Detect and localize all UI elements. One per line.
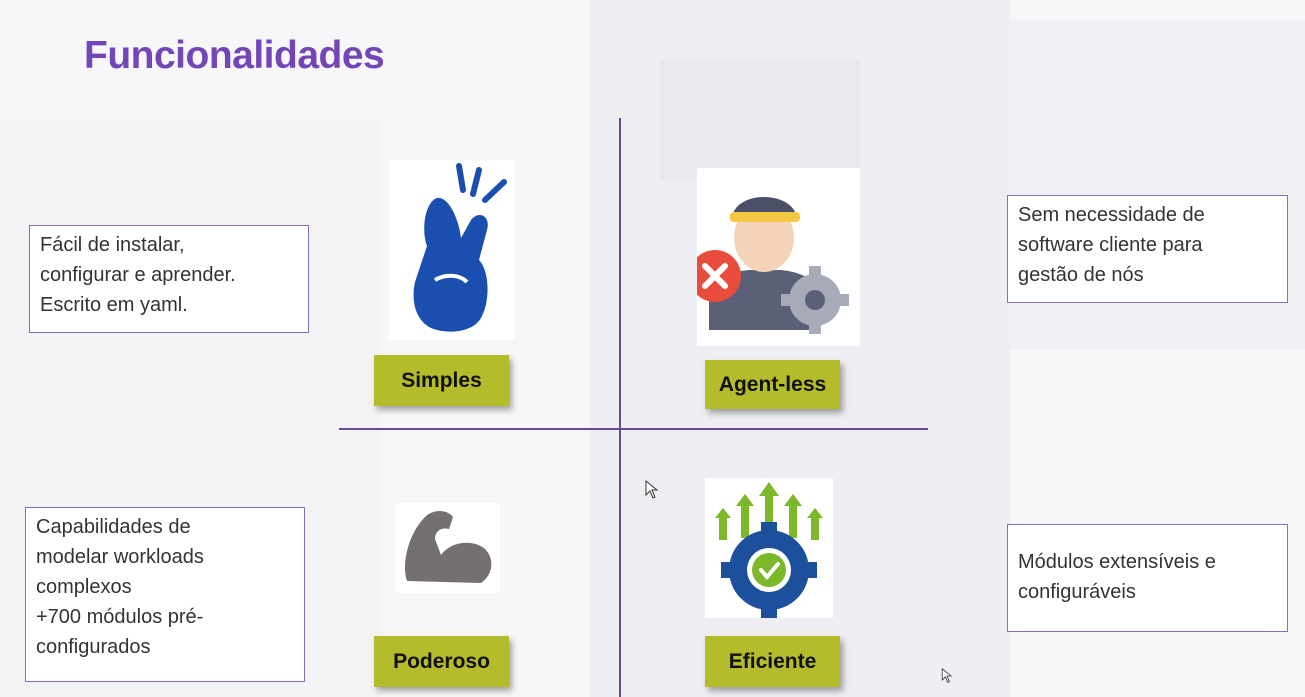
agentless-description-line: Sem necessidade de <box>1018 204 1205 226</box>
agentless-description-line: software cliente para <box>1018 234 1203 256</box>
agentless-description-line: gestão de nós <box>1018 264 1144 286</box>
page-title: Funcionalidades <box>84 34 385 77</box>
poderoso-description-line: Capabilidades de <box>36 516 191 538</box>
gear-arrows-check-icon <box>705 478 833 618</box>
eficiente-label: Eficiente <box>705 636 840 687</box>
eficiente-description-line: Módulos extensíveis e <box>1018 551 1216 573</box>
vertical-divider <box>619 118 621 697</box>
snap-fingers-icon <box>389 160 514 340</box>
poderoso-description: Capabilidades de modelar workloads compl… <box>25 507 305 682</box>
simples-description-line: Fácil de instalar, <box>40 234 185 256</box>
flexed-arm-icon <box>395 503 500 593</box>
mouse-cursor-icon <box>645 479 659 505</box>
mouse-cursor-icon <box>941 667 953 689</box>
simples-description-line: configurar e aprender. <box>40 264 236 286</box>
poderoso-description-line: configurados <box>36 636 151 658</box>
simples-description: Fácil de instalar, configurar e aprender… <box>29 225 309 333</box>
eficiente-description-line: configuráveis <box>1018 581 1136 603</box>
poderoso-label: Poderoso <box>374 636 509 687</box>
simples-description-line: Escrito em yaml. <box>40 294 188 316</box>
poderoso-description-line: +700 módulos pré- <box>36 606 204 628</box>
agentless-label: Agent-less <box>705 360 840 409</box>
eficiente-description: Módulos extensíveis e configuráveis <box>1007 524 1288 632</box>
poderoso-description-line: modelar workloads <box>36 546 204 568</box>
poderoso-description-line: complexos <box>36 576 132 598</box>
agent-no-gear-icon <box>689 168 860 346</box>
agentless-description: Sem necessidade de software cliente para… <box>1007 195 1288 303</box>
horizontal-divider <box>339 428 928 430</box>
simples-label: Simples <box>374 355 509 406</box>
